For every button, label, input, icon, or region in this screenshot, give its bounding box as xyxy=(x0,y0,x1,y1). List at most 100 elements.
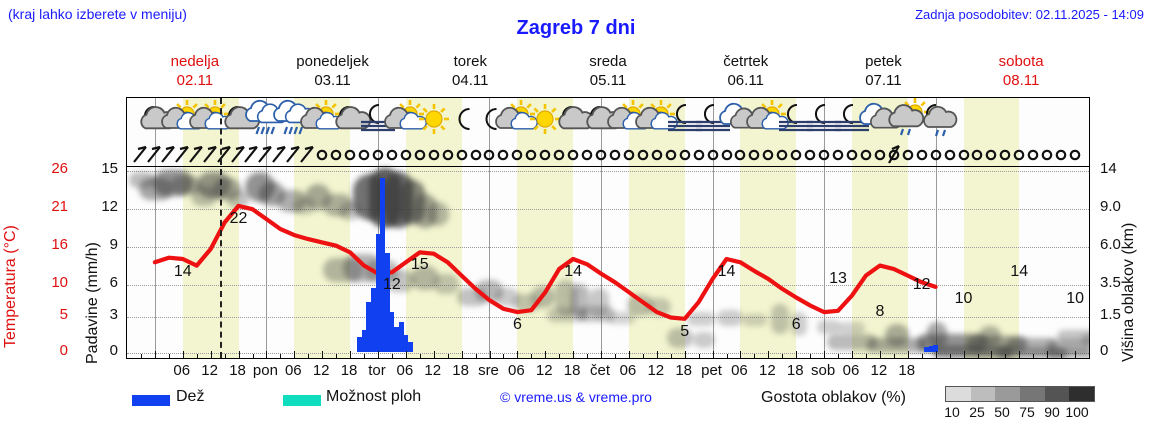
x-axis-label: 12 xyxy=(312,362,330,379)
x-axis-label: sre xyxy=(478,362,499,379)
x-tick xyxy=(350,351,352,358)
wind-calm-icon xyxy=(784,142,808,166)
cloud-blob xyxy=(1047,348,1089,358)
wind-barb-icon xyxy=(143,142,167,166)
x-tick xyxy=(768,351,770,358)
x-axis-label: 18 xyxy=(452,362,469,379)
wind-calm-icon xyxy=(631,142,655,166)
prec-tick-6: 6 xyxy=(109,274,118,291)
day-name: četrtek xyxy=(723,53,769,70)
day-date: 02.11 xyxy=(176,72,214,89)
wind-calm-icon xyxy=(854,142,878,166)
x-tick xyxy=(461,351,463,358)
cloud-blob xyxy=(305,184,331,210)
cloud-density-swatch-90 xyxy=(1044,387,1070,401)
cloud-blob xyxy=(1082,334,1089,346)
x-axis-label: 12 xyxy=(647,362,665,379)
cloud-blob xyxy=(293,198,315,214)
x-tick xyxy=(963,351,965,358)
cloud-blob xyxy=(245,172,275,202)
showers-legend-swatch xyxy=(283,395,321,406)
rain-bar xyxy=(403,334,409,352)
forecast-plot[interactable]: 14 22 12 15 6 14 5 14 6 13 8 12 10 14 10 xyxy=(126,97,1090,359)
x-tick xyxy=(977,354,979,358)
wind-calm-icon xyxy=(910,142,934,166)
day-date: 07.11 xyxy=(865,72,902,89)
wind-calm-icon xyxy=(505,142,529,166)
x-tick xyxy=(615,354,616,358)
x-tick xyxy=(921,354,923,358)
wind-calm-icon xyxy=(840,142,864,166)
day-separator-5 xyxy=(712,98,714,358)
temperature-label: 15 xyxy=(410,256,429,274)
cloud-blob xyxy=(627,294,653,316)
temp-tick-0: 0 xyxy=(59,342,68,359)
temperature-label: 14 xyxy=(1010,263,1029,280)
rain-bar xyxy=(380,178,386,352)
cloud-blob xyxy=(259,182,285,206)
wind-calm-icon xyxy=(868,142,892,166)
cloud-density-tick-10: 10 xyxy=(944,404,960,420)
cloud-blob xyxy=(791,312,807,336)
day-name: petek xyxy=(865,53,902,70)
wind-barb-icon xyxy=(213,142,237,166)
wind-calm-icon xyxy=(436,142,460,166)
prec-tick-0: 0 xyxy=(109,342,118,359)
wind-calm-icon xyxy=(547,142,571,166)
temperature-label: 8 xyxy=(875,302,885,320)
day-date: 08.11 xyxy=(1002,72,1040,89)
wind-calm-icon xyxy=(1035,142,1059,166)
cloud-blob xyxy=(323,258,363,282)
x-axis-label: 12 xyxy=(870,362,888,379)
cloud-density-tick-25: 25 xyxy=(969,404,985,420)
rain-bar xyxy=(933,344,939,352)
temperature-label: 5 xyxy=(680,322,690,340)
x-axis-label: 18 xyxy=(898,362,916,379)
x-tick xyxy=(949,354,951,358)
cloud-blob xyxy=(771,304,789,334)
cloud-density-legend-title: Gostota oblakov (%) xyxy=(761,389,906,406)
daylight-band-4 xyxy=(628,98,685,358)
prec-tick-12: 12 xyxy=(101,198,118,215)
showers-legend-label: Možnost ploh xyxy=(326,388,422,405)
temperature-label: 14 xyxy=(717,263,736,280)
daylight-band-7 xyxy=(963,98,1020,358)
x-axis-label: sob xyxy=(811,362,836,379)
x-tick xyxy=(238,351,240,358)
cloud-blob xyxy=(411,266,439,290)
x-axis-label: tor xyxy=(368,362,386,379)
location-menu-note[interactable]: (kraj lahko izberete v meniju) xyxy=(8,6,187,22)
wind-barb-icon xyxy=(254,142,278,166)
wind-calm-icon xyxy=(491,142,515,166)
x-tick xyxy=(573,351,575,358)
temp-tick-10: 10 xyxy=(51,274,68,291)
wind-calm-icon xyxy=(561,142,585,166)
x-tick xyxy=(601,351,602,358)
temperature-label: 14 xyxy=(564,263,582,280)
x-axis-label: pon xyxy=(252,362,278,379)
temp-tick-16: 16 xyxy=(51,236,68,253)
x-tick xyxy=(475,354,477,358)
x-tick xyxy=(210,351,212,358)
x-tick xyxy=(907,351,909,358)
x-tick xyxy=(1047,351,1049,358)
wind-calm-icon xyxy=(1063,142,1087,166)
daylight-band-6 xyxy=(851,98,908,358)
day-name: sreda xyxy=(589,53,627,70)
cloud-tick-9.0: 9.0 xyxy=(1100,198,1121,215)
cloud-blob xyxy=(693,332,715,348)
cloud-tick-6.0: 6.0 xyxy=(1100,236,1121,253)
cloud-density-legend-bar xyxy=(945,386,1095,402)
page-title: Zagreb 7 dni xyxy=(516,17,636,39)
temperature-label: 6 xyxy=(791,316,801,334)
temperature-label: 6 xyxy=(512,316,522,334)
day-name: ponedeljek xyxy=(296,53,369,70)
x-tick xyxy=(224,354,226,358)
wind-barb-icon xyxy=(185,142,209,166)
wind-calm-icon xyxy=(589,142,613,166)
cloud-blob xyxy=(413,194,437,228)
cloud-blob xyxy=(129,172,155,188)
temperature-label: 12 xyxy=(912,276,931,294)
copyright-link[interactable]: © vreme.us & vreme.pro xyxy=(500,389,652,405)
